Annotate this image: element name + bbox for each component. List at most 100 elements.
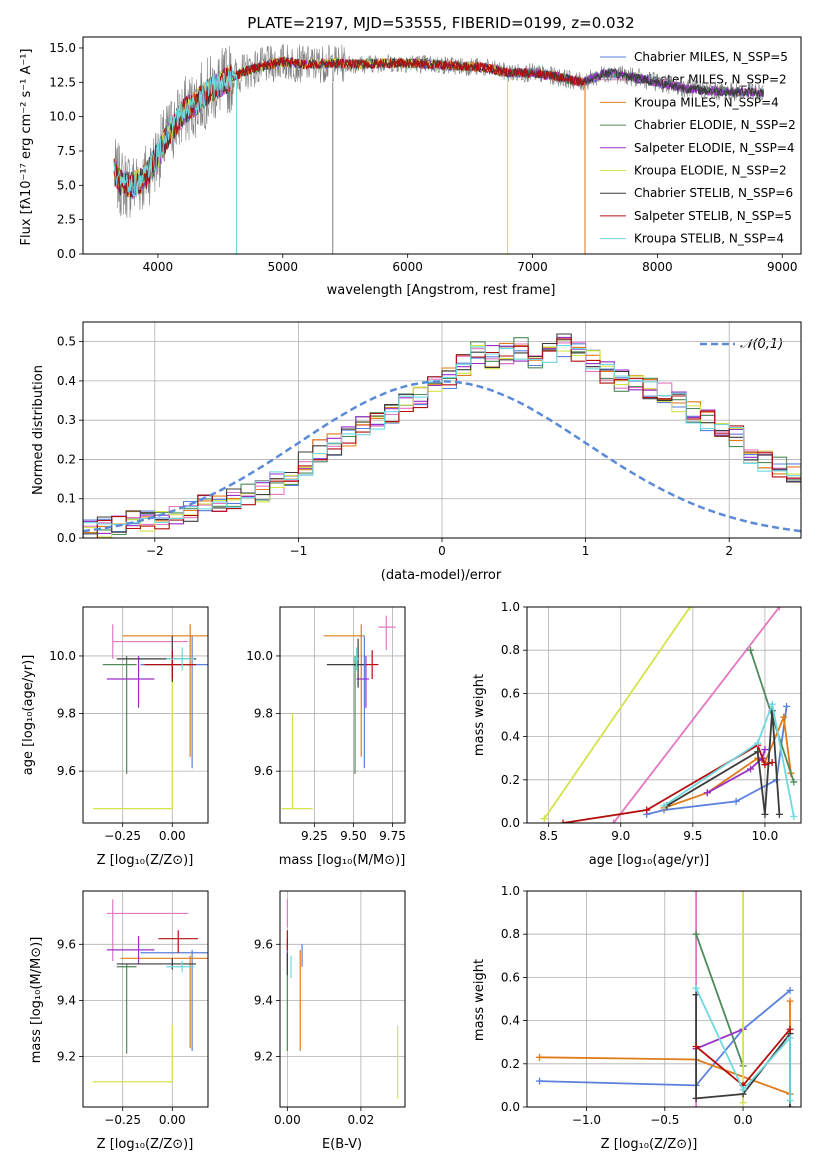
massE-points <box>286 899 399 1099</box>
weight-series <box>660 700 798 821</box>
normal-legend-label: 𝒩(0,1) <box>740 337 783 352</box>
weight-series <box>692 984 794 1105</box>
weight-line <box>543 607 691 820</box>
wAge-ytick-label: 0.0 <box>501 816 520 830</box>
weight-series <box>610 607 783 823</box>
weight-line <box>663 700 795 817</box>
weight-marker <box>703 789 711 797</box>
weight-marker <box>786 1097 794 1105</box>
legend-label: Kroupa STELIB, N_SSP=4 <box>634 232 784 246</box>
wAge-lines <box>540 607 798 823</box>
ageM-ytick-label: 9.8 <box>254 707 273 721</box>
wAge-ytick-label: 0.8 <box>501 643 520 657</box>
massE-ytick-label: 9.4 <box>254 993 273 1007</box>
wZ-xtick-label: −1.0 <box>572 1113 601 1127</box>
age-vs-metallicity-panel: Z [log₁₀(Z/Z⊙)] age [log₁₀(age/yr)] −0.2… <box>21 606 209 868</box>
massE-xlabel: E(B-V) <box>322 1137 362 1152</box>
spectrum-xtick-label: 6000 <box>392 260 423 274</box>
massZ-xlabel: Z [log₁₀(Z/Z⊙)] <box>97 1137 194 1152</box>
spectrum-xtick-label: 5000 <box>268 260 299 274</box>
ageZ-xtick-label: 0.00 <box>159 829 186 843</box>
wZ-ytick-label: 0.4 <box>501 1014 520 1028</box>
model-spectrum-line <box>113 68 238 254</box>
errorbar-point <box>122 624 208 757</box>
weight-marker <box>780 713 788 721</box>
weight-vs-age-panel: age [log₁₀(age/yr)] mass weight 8.5 9.0 9.… <box>472 600 802 868</box>
massZ-xtick-label: −0.25 <box>104 1113 141 1127</box>
legend-label: Chabrier ELODIE, N_SSP=2 <box>634 118 796 132</box>
massZ-ytick-label: 9.4 <box>57 993 76 1007</box>
massE-frame <box>279 890 406 1108</box>
weight-marker <box>768 700 776 708</box>
errorbar-point <box>106 899 189 962</box>
weight-line <box>706 749 766 794</box>
errorbar-point <box>106 935 155 964</box>
legend-label: Kroupa MILES, N_SSP=4 <box>634 95 779 109</box>
errorbar-point <box>106 655 155 708</box>
wAge-ytick-label: 0.2 <box>501 773 520 787</box>
age-vs-mass-panel: mass [log₁₀(M/M⊙)] 9.25 9.50 9.75 9.6 9.8 10.… <box>246 606 406 868</box>
ageZ-ytick-label: 10.0 <box>49 649 76 663</box>
ageM-xtick-label: 9.25 <box>301 829 328 843</box>
weight-marker <box>692 1043 700 1051</box>
mass-vs-ebv-panel: E(B-V) 0.00 0.02 9.2 9.4 9.6 <box>254 890 406 1152</box>
weight-series <box>540 607 694 823</box>
residual-xlabel: (data-model)/error <box>381 568 502 583</box>
ageM-xtick-label: 9.50 <box>340 829 367 843</box>
weight-marker <box>660 802 668 810</box>
errorbar-point <box>112 624 189 659</box>
spectrum-title: PLATE=2197, MJD=53555, FIBERID=0199, z=0… <box>247 14 634 32</box>
wZ-grid <box>527 890 801 1108</box>
weight-line <box>539 989 791 1087</box>
wAge-ytick-label: 1.0 <box>501 600 520 614</box>
spectrum-xtick-label: 8000 <box>642 260 673 274</box>
ageZ-grid <box>83 607 208 823</box>
weight-marker <box>761 761 769 769</box>
wAge-frame <box>526 606 802 824</box>
wZ-ytick-label: 1.0 <box>501 884 520 898</box>
legend-label: Chabrier MILES, N_SSP=5 <box>634 50 788 64</box>
weight-marker <box>761 810 769 818</box>
weight-marker <box>790 778 798 786</box>
weight-marker <box>786 1103 794 1107</box>
errorbar-point <box>166 961 195 973</box>
weight-marker <box>786 1034 794 1042</box>
massE-ytick-label: 9.6 <box>254 937 273 951</box>
residual-ytick-label: 0.0 <box>57 531 76 545</box>
errorbar-point <box>353 647 360 671</box>
residual-xtick-label: 2 <box>725 544 733 558</box>
ageZ-xtick-label: −0.25 <box>104 829 141 843</box>
observed-spectrum-line <box>113 44 764 218</box>
wZ-lines <box>536 891 794 1107</box>
wAge-ylabel: mass weight <box>472 674 487 756</box>
ageM-grid <box>280 607 405 823</box>
ageZ-xlabel: Z [log₁₀(Z/Z⊙)] <box>97 853 194 868</box>
wZ-frame <box>526 890 802 1108</box>
massE-grid <box>280 891 405 1107</box>
weight-marker <box>761 746 769 754</box>
weight-marker <box>747 646 755 654</box>
spectrum-frame <box>82 36 802 255</box>
spectrum-ytick-label: 15.0 <box>49 41 76 55</box>
weight-marker <box>775 810 783 818</box>
legend-label: Salpeter ELODIE, N_SSP=4 <box>634 141 795 155</box>
spectrum-ytick-label: 12.5 <box>49 75 76 89</box>
ageM-ytick-label: 10.0 <box>246 649 273 663</box>
histogram-steps <box>83 333 801 538</box>
massZ-frame <box>82 890 209 1108</box>
ageZ-ytick-label: 9.6 <box>57 764 76 778</box>
residual-xtick-label: 1 <box>582 544 590 558</box>
errorbar-point <box>102 655 137 775</box>
ageM-ytick-label: 9.6 <box>254 764 273 778</box>
histogram-series <box>83 338 801 538</box>
weight-marker <box>783 702 791 710</box>
errorbar-point <box>281 713 313 810</box>
spectrum-ytick-label: 10.0 <box>49 110 76 124</box>
spectrum-ytick-label: 7.5 <box>57 144 76 158</box>
errorbar-point <box>326 638 365 688</box>
errorbar-point <box>92 1025 173 1083</box>
ageM-frame <box>279 606 406 824</box>
weight-series <box>692 1025 794 1089</box>
residual-frame <box>82 321 802 539</box>
weight-marker <box>559 819 567 823</box>
